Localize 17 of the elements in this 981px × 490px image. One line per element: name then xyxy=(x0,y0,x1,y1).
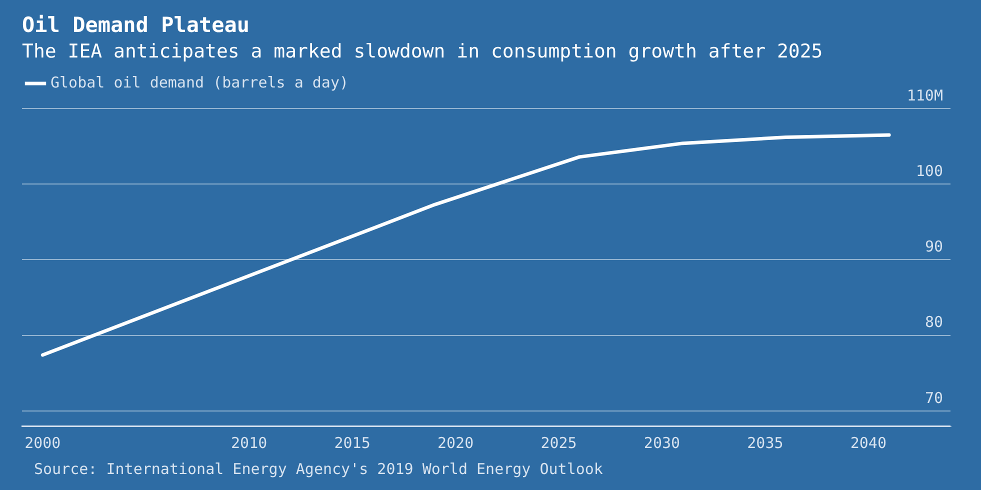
x-tick-label: 2015 xyxy=(334,434,370,452)
chart-subtitle: The IEA anticipates a marked slowdown in consumption growth after 2025 xyxy=(22,40,823,63)
y-tick-label: 100 xyxy=(916,162,943,180)
x-tick-label: 2010 xyxy=(231,434,268,452)
x-tick-label: 2025 xyxy=(540,434,577,452)
x-tick-label: 2040 xyxy=(850,434,886,452)
y-tick-label: 90 xyxy=(924,238,943,256)
chart-title: Oil Demand Plateau xyxy=(22,13,250,38)
x-tick-label: 2020 xyxy=(437,434,474,452)
x-tick-label: 2030 xyxy=(644,434,680,452)
x-tick-label: 2000 xyxy=(24,434,61,452)
y-tick-label: 110M xyxy=(906,86,943,104)
source-note: Source: International Energy Agency's 2019 World Energy Outlook xyxy=(34,460,603,478)
y-tick-label: 80 xyxy=(924,313,943,332)
y-tick-label: 70 xyxy=(924,388,943,407)
x-tick-label: 2035 xyxy=(747,434,784,452)
legend-label: Global oil demand (barrels a day) xyxy=(50,73,349,92)
